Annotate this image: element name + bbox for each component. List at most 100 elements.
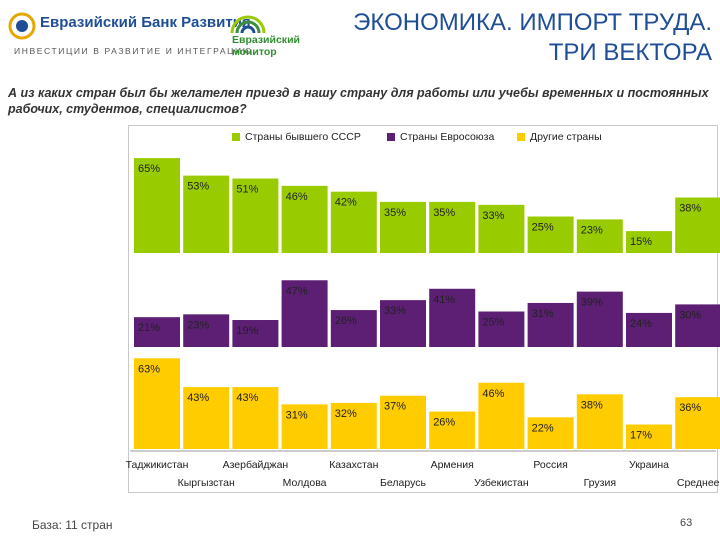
bar-cis-1	[134, 158, 180, 253]
bar-cis-12	[675, 197, 720, 253]
bar-label-eu-4: 47%	[286, 285, 308, 297]
bar-eu-3	[232, 320, 279, 347]
legend-swatch-cis	[232, 133, 240, 142]
bar-cis-2	[183, 175, 230, 253]
bar-label-cis-12: 38%	[679, 203, 701, 215]
bar-label-other-6: 37%	[384, 401, 406, 413]
bar-other-8	[478, 382, 525, 449]
bar-label-cis-2: 53%	[187, 181, 209, 193]
bar-label-other-12: 36%	[679, 402, 701, 414]
bar-cis-4	[281, 185, 328, 253]
bar-label-other-10: 38%	[581, 399, 603, 411]
edb-logo: Евразийский Банк Развития ИНВЕСТИЦИИ В Р…	[8, 8, 251, 58]
bar-other-9	[527, 417, 574, 449]
monitor-logo: Евразийский монитор	[228, 12, 318, 58]
bar-other-1	[134, 358, 180, 449]
legend-item-cis: Страны бывшего СССР	[232, 131, 361, 143]
bar-cis-7	[429, 201, 476, 253]
bar-label-eu-7: 41%	[433, 294, 455, 306]
bar-label-cis-9: 25%	[532, 222, 554, 234]
bar-label-cis-4: 46%	[286, 191, 308, 203]
x-tick-label-12: Среднее	[677, 477, 720, 489]
bar-label-cis-7: 35%	[433, 207, 455, 219]
bar-label-other-9: 22%	[532, 422, 554, 434]
bar-label-other-3: 43%	[236, 392, 258, 404]
bar-other-5	[330, 402, 377, 449]
bar-label-eu-9: 31%	[532, 308, 554, 320]
bar-cis-10	[576, 219, 623, 253]
bar-label-eu-12: 30%	[679, 309, 701, 321]
x-tick-label-4: Молдова	[283, 477, 327, 489]
survey-question: А из каких стран был бы желателен приезд…	[8, 86, 709, 116]
bar-cis-6	[380, 201, 426, 253]
bar-eu-1	[134, 317, 180, 347]
bar-eu-2	[183, 314, 230, 347]
bar-other-7	[429, 411, 476, 449]
legend-label-eu: Страны Евросоюза	[400, 131, 495, 143]
bar-label-other-11: 17%	[630, 430, 652, 442]
rainbow-arc-icon	[230, 15, 266, 34]
bar-other-11	[626, 424, 672, 449]
legend-swatch-eu	[387, 133, 395, 142]
bar-label-cis-3: 51%	[236, 184, 258, 196]
x-tick-label-10: Грузия	[584, 477, 616, 489]
bar-eu-12	[675, 304, 720, 347]
bar-eu-9	[527, 302, 574, 347]
bar-label-cis-1: 65%	[138, 163, 160, 175]
sample-base-note: База: 11 стран	[32, 518, 113, 532]
slide-title: ЭКОНОМИКА. ИМПОРТ ТРУДА. ТРИ ВЕКТОРА	[292, 8, 712, 68]
bar-cis-9	[527, 216, 574, 253]
x-tick-label-9: Россия	[533, 459, 567, 471]
slide-header: Евразийский Банк Развития ИНВЕСТИЦИИ В Р…	[0, 0, 720, 78]
bar-eu-8	[478, 311, 525, 347]
legend-item-eu: Страны Евросоюза	[387, 131, 494, 143]
bar-cis-11	[626, 231, 672, 253]
bar-cis-8	[478, 204, 525, 253]
bar-label-cis-10: 23%	[581, 224, 603, 236]
bar-label-other-5: 32%	[335, 408, 357, 420]
bar-other-12	[675, 397, 720, 449]
bar-eu-10	[576, 291, 623, 347]
bar-label-other-4: 31%	[286, 409, 308, 421]
bar-label-other-2: 43%	[187, 392, 209, 404]
bar-label-eu-10: 39%	[581, 297, 603, 309]
bar-label-cis-5: 42%	[335, 197, 357, 209]
bar-label-eu-8: 25%	[482, 317, 504, 329]
legend-swatch-other	[517, 133, 525, 142]
bar-label-other-1: 63%	[138, 363, 160, 375]
x-tick-label-7: Армения	[431, 459, 474, 471]
bar-eu-5	[330, 310, 377, 347]
bar-label-cis-8: 33%	[482, 210, 504, 222]
bar-cis-3	[232, 178, 279, 253]
legend-label-cis: Страны бывшего СССР	[245, 131, 361, 143]
x-tick-label-1: Таджикистан	[126, 459, 189, 471]
x-tick-label-8: Узбекистан	[474, 477, 529, 489]
bar-label-eu-2: 23%	[187, 319, 209, 331]
bar-label-eu-5: 26%	[335, 315, 357, 327]
bar-eu-11	[626, 312, 672, 347]
bar-label-eu-1: 21%	[138, 322, 160, 334]
bar-label-eu-6: 33%	[384, 305, 406, 317]
monitor-name-line2: монитор	[232, 46, 277, 58]
edb-emblem-icon	[8, 12, 36, 40]
bar-cis-5	[330, 191, 377, 253]
x-tick-label-3: Азербайджан	[223, 459, 289, 471]
bar-eu-6	[380, 300, 426, 347]
legend-label-other: Другие страны	[530, 131, 602, 143]
x-tick-label-5: Казахстан	[329, 459, 378, 471]
bar-eu-4	[281, 280, 328, 347]
x-tick-label-2: Кыргызстан	[178, 477, 235, 489]
x-tick-label-11: Украина	[629, 459, 669, 471]
slide-title-line2: ТРИ ВЕКТОРА	[548, 39, 712, 66]
bar-label-eu-3: 19%	[236, 325, 258, 337]
bar-label-cis-11: 15%	[630, 236, 652, 248]
legend-item-other: Другие страны	[517, 131, 602, 143]
bar-other-2	[183, 387, 230, 449]
bar-label-other-7: 26%	[433, 417, 455, 429]
bar-other-6	[380, 395, 426, 449]
bar-label-other-8: 46%	[482, 388, 504, 400]
bar-label-cis-6: 35%	[384, 207, 406, 219]
page-number: 63	[680, 517, 693, 529]
bank-name: Евразийский Банк Развития	[40, 14, 251, 31]
